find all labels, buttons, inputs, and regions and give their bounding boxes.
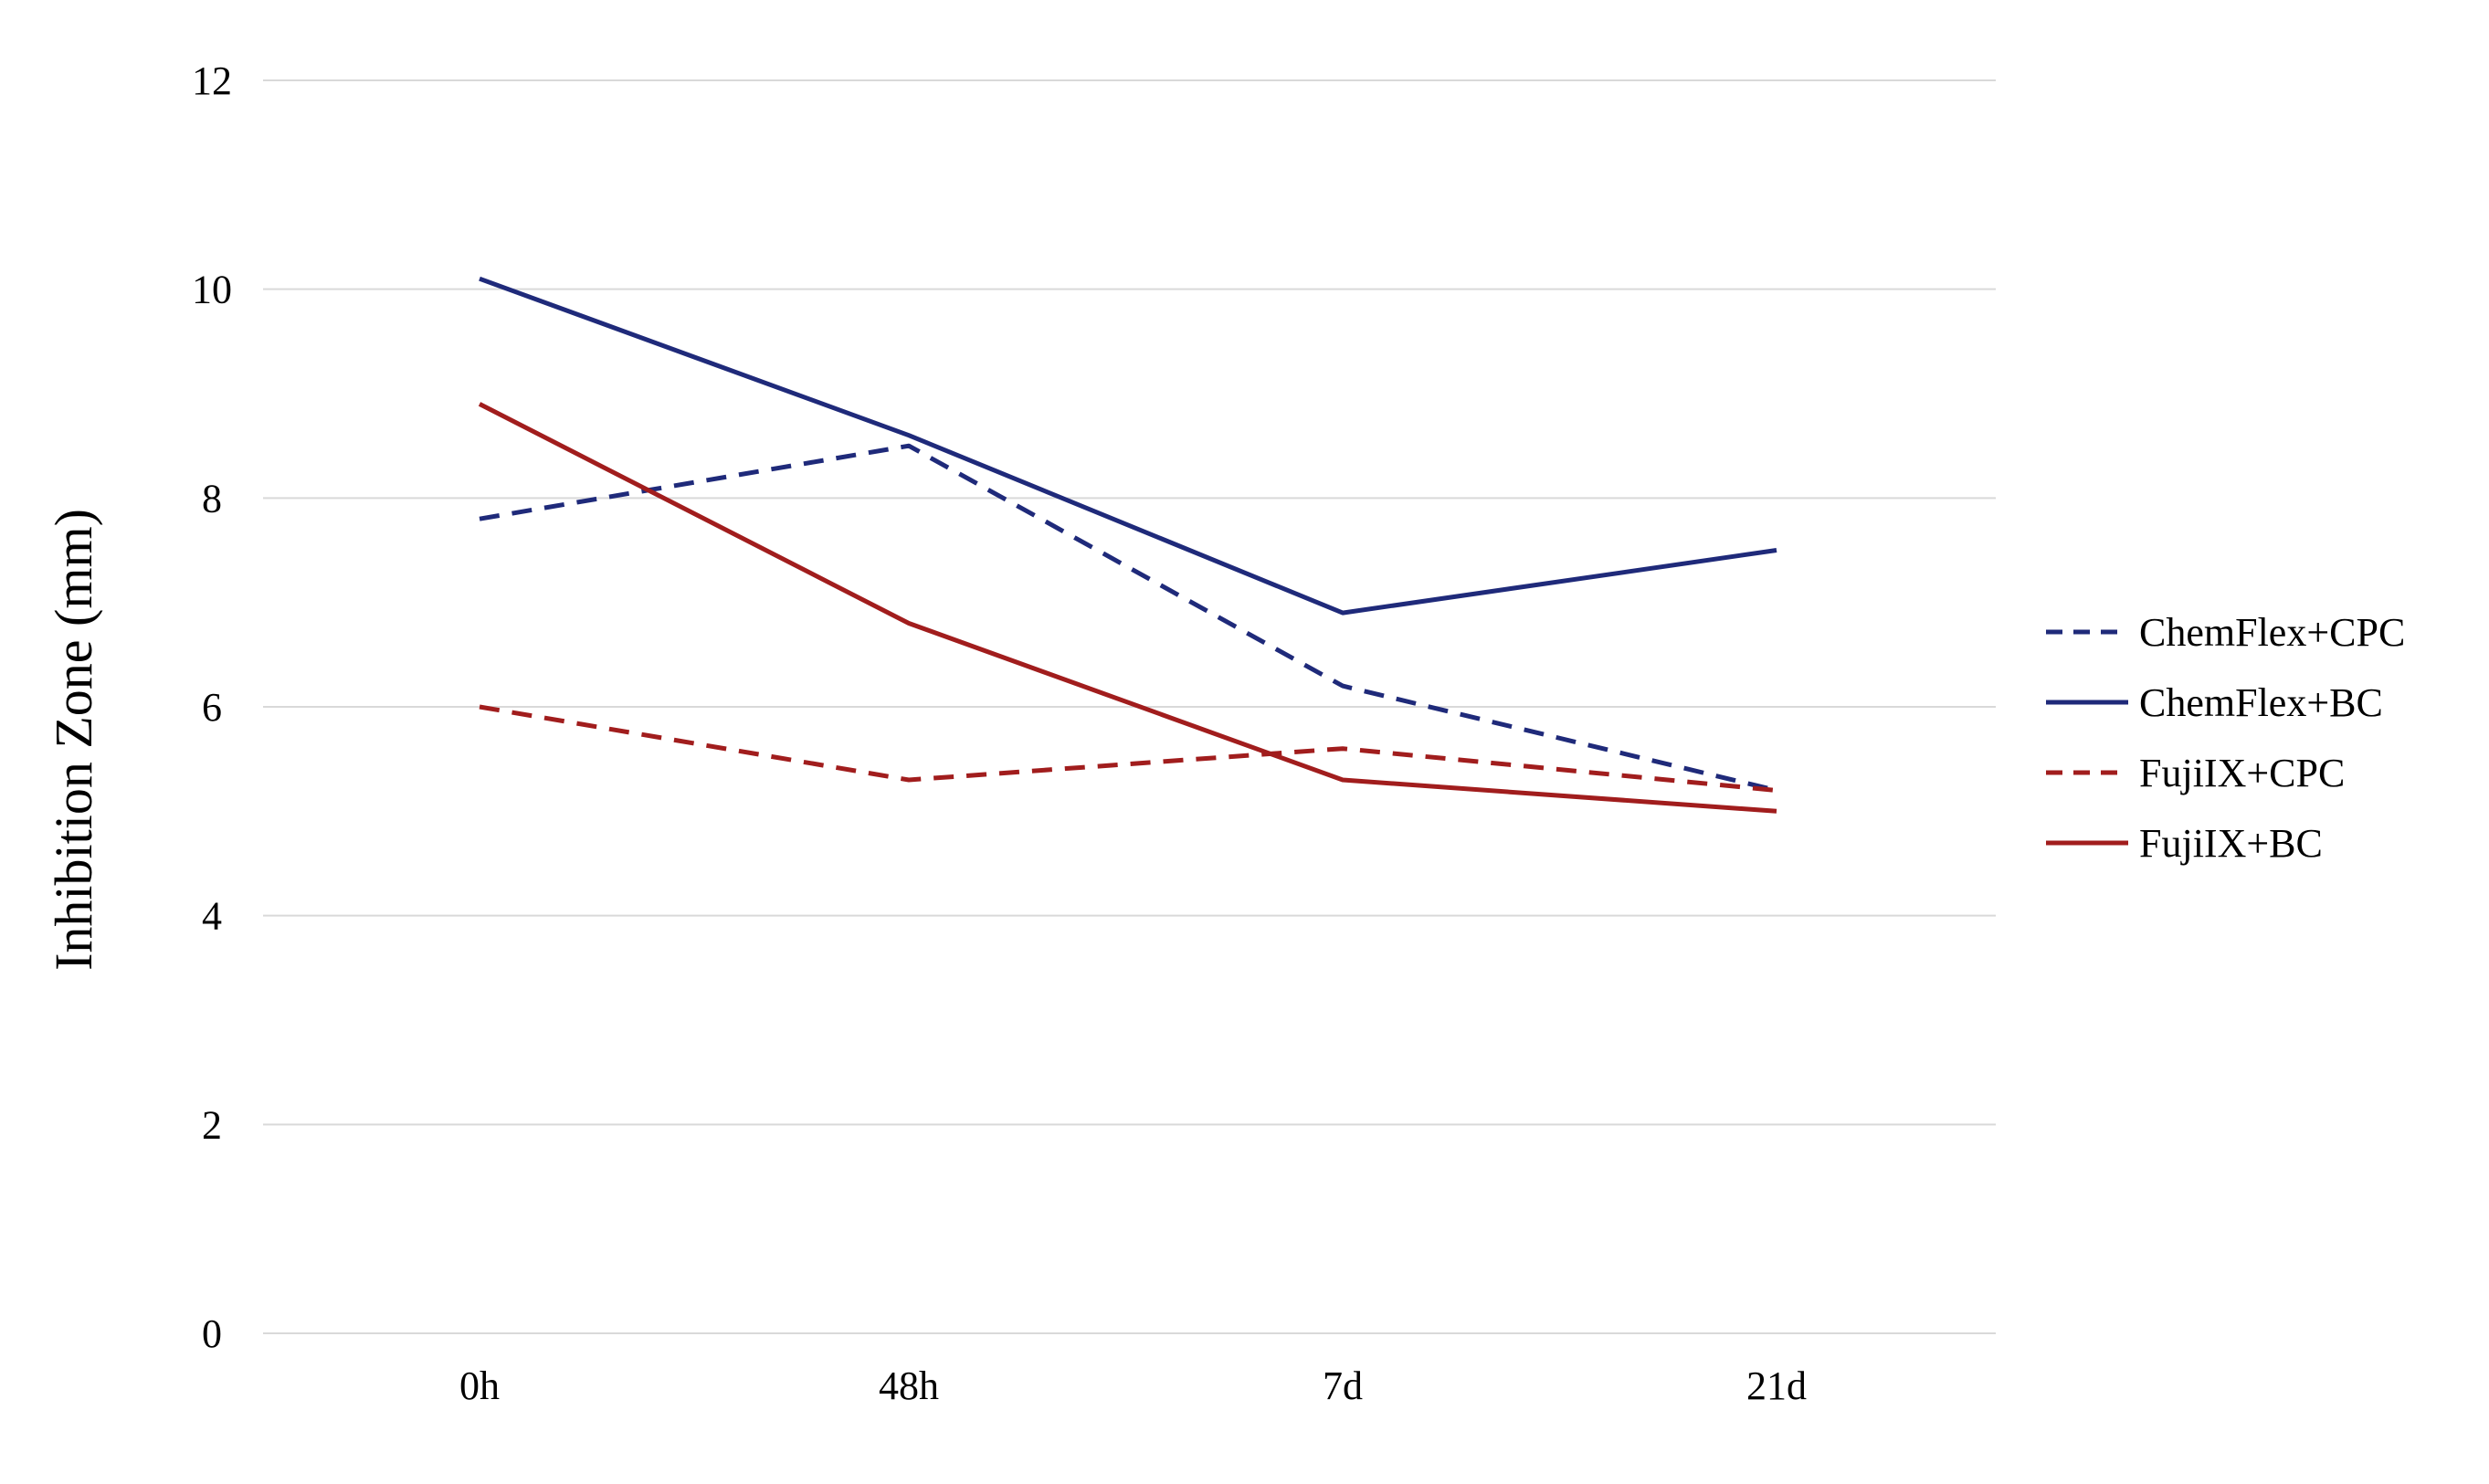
legend-item: ChemFlex+CPC	[2046, 610, 2405, 655]
y-axis-label: Inhibition Zone (mm)	[44, 509, 103, 971]
x-tick-label: 21d	[1746, 1363, 1807, 1408]
legend-label: FujiIX+BC	[2139, 821, 2323, 866]
legend-label: FujiIX+CPC	[2139, 751, 2345, 795]
series-lines	[478, 276, 1777, 814]
gridlines	[263, 79, 1996, 1334]
x-tick-label: 7d	[1323, 1363, 1363, 1408]
x-tick-label: 0h	[459, 1363, 500, 1408]
series-line-chemflex-bc	[479, 276, 1777, 616]
series-line-fujiix-bc	[478, 402, 1777, 814]
y-tick-label: 8	[202, 476, 222, 521]
legend-item: FujiIX+BC	[2046, 821, 2323, 866]
legend-label: ChemFlex+BC	[2139, 680, 2383, 725]
series-line-fujiix-cpc	[479, 704, 1777, 793]
y-tick-label: 6	[202, 685, 222, 730]
x-tick-label: 48h	[879, 1363, 939, 1408]
y-tick-label: 2	[202, 1102, 222, 1147]
y-tick-label: 10	[192, 268, 232, 312]
legend-item: ChemFlex+BC	[2046, 680, 2383, 725]
y-tick-label: 4	[202, 894, 222, 939]
legend: ChemFlex+CPC ChemFlex+BC FujiIX+CPC FujiIX+…	[2046, 610, 2405, 866]
legend-label: ChemFlex+CPC	[2139, 610, 2405, 655]
x-axis-ticks: 0h 48h 7d 21d	[459, 1363, 1807, 1408]
y-axis-ticks: 0 2 4 6 8 10 12	[192, 58, 232, 1356]
series-line-chemflex-cpc	[479, 443, 1777, 793]
legend-item: FujiIX+CPC	[2046, 751, 2345, 795]
y-tick-label: 0	[202, 1311, 222, 1356]
y-tick-label: 12	[192, 58, 232, 103]
